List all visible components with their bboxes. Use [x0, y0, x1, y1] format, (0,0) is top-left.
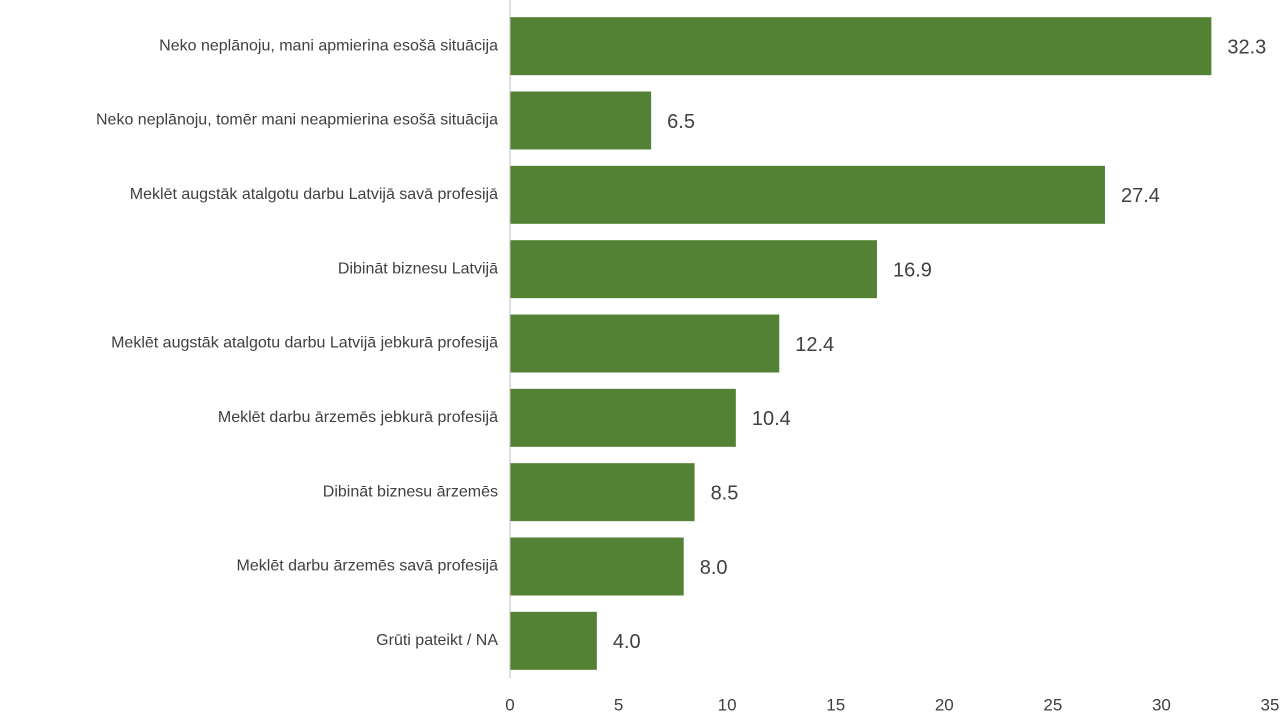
value-label: 8.0 [700, 557, 728, 579]
category-label: Dibināt biznesu ārzemēs [323, 483, 498, 500]
category-label: Meklēt darbu ārzemēs savā profesijā [237, 558, 499, 575]
value-label: 8.5 [711, 482, 739, 504]
value-label: 4.0 [613, 631, 641, 653]
x-tick-label: 30 [1152, 695, 1171, 714]
x-tick-label: 0 [505, 695, 514, 714]
category-label: Grūti pateikt / NA [376, 632, 498, 649]
bar [510, 91, 652, 150]
value-label: 6.5 [667, 111, 695, 133]
category-label: Meklēt augstāk atalgotu darbu Latvijā sa… [130, 186, 498, 203]
value-label: 27.4 [1121, 185, 1160, 207]
value-label: 16.9 [893, 259, 932, 281]
bar [510, 240, 877, 299]
category-label: Meklēt augstāk atalgotu darbu Latvijā je… [111, 335, 498, 352]
category-label: Meklēt darbu ārzemēs jebkurā profesijā [218, 409, 498, 426]
x-tick-label: 15 [826, 695, 845, 714]
x-tick-label: 10 [718, 695, 737, 714]
value-label: 10.4 [752, 408, 791, 430]
bar [510, 17, 1212, 76]
bar [510, 165, 1105, 224]
x-tick-label: 5 [614, 695, 623, 714]
value-label: 32.3 [1227, 36, 1266, 58]
x-tick-label: 25 [1043, 695, 1062, 714]
bar [510, 537, 684, 596]
bar [510, 388, 736, 447]
bar [510, 463, 695, 522]
category-label: Dibināt biznesu Latvijā [338, 260, 498, 277]
bar [510, 611, 597, 670]
value-label: 12.4 [795, 334, 834, 356]
bar [510, 314, 780, 373]
x-tick-label: 35 [1261, 695, 1280, 714]
category-label: Neko neplānoju, mani apmierina esošā sit… [159, 37, 498, 54]
category-label: Neko neplānoju, tomēr mani neapmierina e… [96, 112, 498, 129]
x-tick-label: 20 [935, 695, 954, 714]
